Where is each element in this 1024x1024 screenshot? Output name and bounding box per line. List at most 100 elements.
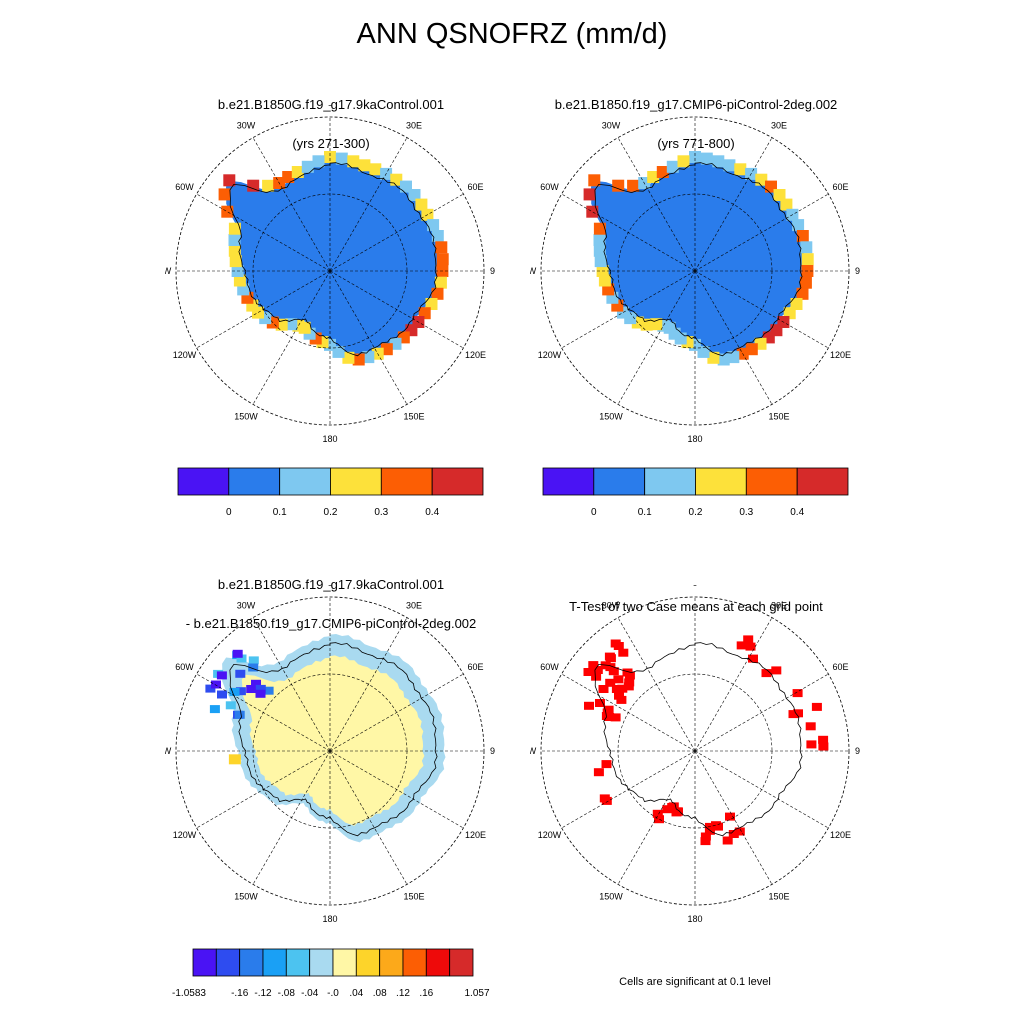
grid-cell xyxy=(217,690,227,699)
significant-cell xyxy=(728,830,739,838)
colorbar-label: 0.4 xyxy=(790,507,804,518)
meridian xyxy=(617,617,696,752)
colorbar-swatch xyxy=(355,948,381,977)
colorbar-swatch xyxy=(332,948,357,977)
significant-cell xyxy=(601,712,612,720)
significant-cell xyxy=(588,661,599,670)
colorbar-case1: 0 0.1 0.2 0.3 0.4 xyxy=(177,467,484,518)
colorbar-label: .12 xyxy=(396,988,410,999)
significant-cell xyxy=(806,740,817,749)
grid-cell xyxy=(593,244,606,257)
significant-cell xyxy=(818,735,829,744)
colorbar-swatch xyxy=(745,467,798,496)
colorbar-swatch xyxy=(402,948,427,977)
map-diff: 0 30E 60E 90E 120E 150E 180 150W 120W 90W 60W 30W xyxy=(165,585,495,924)
meridian xyxy=(694,750,773,885)
meridian xyxy=(329,137,408,272)
meridian xyxy=(329,750,464,829)
longitude-label: 150E xyxy=(403,892,424,902)
colorbar-label: 1.057 xyxy=(464,988,489,999)
colorbar-swatch xyxy=(644,467,696,496)
meridian xyxy=(252,270,331,405)
meridian xyxy=(561,193,696,272)
significant-cell xyxy=(771,666,782,675)
longitude-label: 30E xyxy=(406,121,422,131)
grid-cell xyxy=(656,166,669,178)
significant-cell xyxy=(652,809,663,818)
grid-cell xyxy=(796,230,809,242)
grid-cell xyxy=(593,222,606,235)
grid-cell xyxy=(627,179,640,192)
colorbar-swatch xyxy=(279,467,331,496)
colorbar-label: 0 xyxy=(226,507,232,518)
colorbar-label: -.0 xyxy=(327,988,339,999)
grid-cell xyxy=(369,163,382,176)
longitude-label: 90E xyxy=(490,746,495,756)
colorbar-label: 0 xyxy=(591,507,597,518)
map-border xyxy=(175,116,485,426)
map-border xyxy=(175,596,485,906)
grid-cell xyxy=(262,179,275,192)
colorbar-label: 0.4 xyxy=(425,507,439,518)
grid-cell xyxy=(723,159,736,172)
grid-cell xyxy=(707,351,720,364)
longitude-label: 30E xyxy=(771,121,787,131)
grid-cell xyxy=(216,671,227,680)
grid-cell xyxy=(228,234,241,246)
significant-cell xyxy=(793,709,803,718)
grid-cell xyxy=(792,219,805,232)
longitude-label: 0 xyxy=(327,585,332,588)
longitude-label: 120W xyxy=(173,830,197,840)
longitude-label: 90E xyxy=(855,266,860,276)
grid-cell xyxy=(431,287,444,300)
longitude-label: 150E xyxy=(768,412,789,422)
longitude-label: 120W xyxy=(538,350,562,360)
map-case1: 0 30E 60E 90E 120E 150E 180 150W 120W 90W 60W 30W xyxy=(165,105,495,444)
colorbar-label: -.12 xyxy=(254,988,272,999)
grid-cell xyxy=(586,205,599,218)
grid-cell xyxy=(612,179,625,192)
grid-cell xyxy=(246,299,259,312)
grid-cell xyxy=(255,689,266,698)
grid-cell xyxy=(796,287,809,300)
grid-cell xyxy=(291,166,304,178)
colorbar-swatch xyxy=(177,467,230,496)
grid-cell xyxy=(229,255,242,268)
grid-cell xyxy=(800,241,813,254)
significant-cell xyxy=(608,667,619,676)
significant-cell xyxy=(748,654,758,663)
meridian xyxy=(694,270,773,405)
meridian xyxy=(561,750,696,829)
grid-cell xyxy=(415,198,428,211)
significant-cell xyxy=(599,794,610,803)
significant-cell xyxy=(725,812,735,821)
grid-cell xyxy=(263,686,274,695)
significant-cell xyxy=(713,822,723,831)
colorbar-label: .08 xyxy=(373,988,387,999)
grid-cell xyxy=(324,151,336,163)
significant-cell xyxy=(805,722,816,731)
grid-cell xyxy=(436,253,449,266)
panel2-title-line1: b.e21.B1850.f19_g17.CMIP6-piControl-2deg… xyxy=(554,97,838,112)
significant-cell xyxy=(818,742,829,751)
meridian xyxy=(694,137,773,272)
meridian xyxy=(196,193,331,272)
significant-cell xyxy=(598,685,609,693)
grid-cell xyxy=(246,685,257,693)
grid-cell xyxy=(594,255,607,268)
colorbar-label: -.16 xyxy=(231,988,249,999)
panel1-title: b.e21.B1850G.f19_g17.9kaControl.001 (yrs… xyxy=(131,72,531,163)
grid-cell xyxy=(689,151,701,163)
colorbar-swatch xyxy=(593,467,645,496)
grid-cell xyxy=(358,159,371,172)
grid-cell xyxy=(677,155,690,168)
longitude-label: 120E xyxy=(830,350,851,360)
significant-cell xyxy=(743,635,754,644)
grid-cell xyxy=(247,179,260,192)
significant-cell xyxy=(671,808,682,817)
grid-cell xyxy=(282,171,295,183)
grid-cell xyxy=(301,160,314,173)
meridian xyxy=(329,270,464,349)
significant-cell xyxy=(601,760,612,769)
colorbar-label: -1.0583 xyxy=(172,988,206,999)
